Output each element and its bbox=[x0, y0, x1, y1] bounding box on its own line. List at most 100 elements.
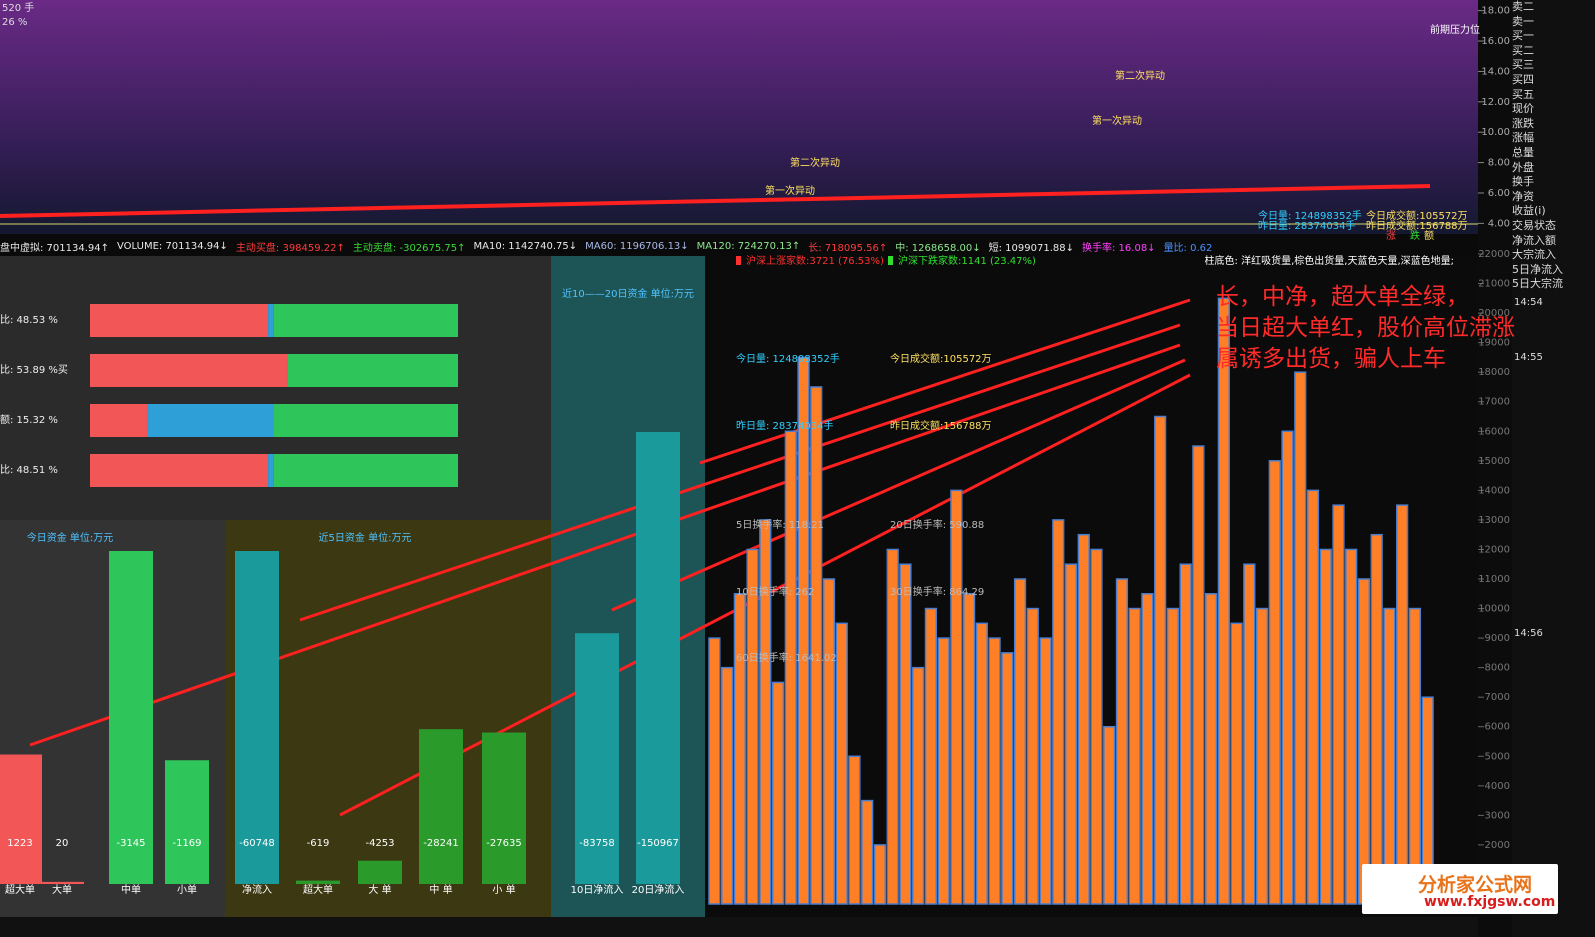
ratio-segment bbox=[147, 404, 274, 437]
volume-bar bbox=[886, 548, 899, 905]
price-tick-label: 8.00 bbox=[1488, 158, 1510, 169]
volume-bar bbox=[1115, 578, 1129, 905]
status-item: 量比: 0.62 bbox=[1163, 242, 1213, 254]
volume-bar bbox=[1090, 548, 1103, 905]
volume-tick-label: 20000 bbox=[1478, 308, 1510, 319]
volume-bar bbox=[1013, 578, 1027, 905]
ratio-segment bbox=[274, 404, 458, 437]
legend-swatch bbox=[736, 256, 741, 265]
volume-tick-label: 2000 bbox=[1485, 840, 1510, 851]
volume-text: 今日量: 124898352手 bbox=[736, 352, 840, 365]
fund-category: 大 单 bbox=[368, 883, 391, 896]
ratio-segment bbox=[273, 454, 458, 487]
fund-category: 10日净流入 bbox=[571, 883, 624, 896]
fund-value: -27635 bbox=[486, 838, 521, 849]
price-panel bbox=[0, 0, 1478, 234]
arrow bbox=[299, 323, 1181, 622]
volume-bar bbox=[912, 666, 925, 905]
volume-text: 20日换手率: 590.88 bbox=[890, 518, 984, 531]
time-label: 14:55 bbox=[1514, 352, 1543, 363]
ratio-segment bbox=[268, 304, 274, 337]
price-tick-label: 12.00 bbox=[1481, 97, 1510, 108]
volume-bar bbox=[988, 637, 1001, 905]
sidebar-label: 大宗流入 bbox=[1512, 248, 1556, 262]
volume-bar bbox=[1204, 593, 1218, 905]
annotation-line: 属诱多出货，骗人上车 bbox=[1216, 346, 1446, 372]
volume-bar bbox=[1345, 548, 1358, 905]
price-annotation: 第二次异动 bbox=[1115, 69, 1165, 82]
ratio-label: 比: 48.51 % bbox=[0, 464, 58, 476]
sidebar-bg bbox=[1512, 0, 1595, 937]
sidebar-label: 买四 bbox=[1512, 72, 1534, 86]
sidebar-label: 买三 bbox=[1512, 58, 1534, 72]
volume-text: 30日换手率: 864.29 bbox=[890, 585, 984, 598]
sidebar-label: 交易状态 bbox=[1512, 218, 1556, 232]
volume-bar bbox=[1294, 371, 1307, 905]
volume-bar bbox=[1217, 297, 1230, 905]
price-annotation: 额 bbox=[1424, 229, 1434, 242]
sidebar-label: 收益(i) bbox=[1512, 204, 1546, 218]
price-annotation: 涨 bbox=[1386, 230, 1396, 242]
volume-bar bbox=[1332, 504, 1345, 905]
fund-title: 今日资金 单位:万元 bbox=[27, 531, 114, 544]
volume-tick-label: 9000 bbox=[1485, 633, 1510, 644]
legend-label: 沪深上涨家数:3721 (76.53%) bbox=[746, 254, 884, 267]
status-item: 长: 718095.56↑ bbox=[808, 242, 888, 254]
price-annotation: 跌 bbox=[1410, 229, 1420, 242]
ratio-label: 额: 15.32 % bbox=[0, 413, 58, 426]
sidebar-label: 外盘 bbox=[1512, 160, 1534, 174]
volume-bar bbox=[962, 593, 976, 905]
volume-bar bbox=[1268, 460, 1281, 905]
volume-bar bbox=[975, 622, 988, 905]
fund-bar bbox=[636, 432, 680, 884]
annotation-line: 当日超大单红，股价高位滞涨 bbox=[1216, 315, 1515, 341]
logo-name: 分析家公式网 bbox=[1418, 874, 1533, 896]
volume-bar bbox=[950, 489, 963, 905]
volume-bar bbox=[1052, 519, 1065, 905]
status-item: 主动卖盘: -302675.75↑ bbox=[352, 242, 466, 254]
volume-tick-label: 21000 bbox=[1478, 279, 1510, 290]
price-annotation: 昨日量: 28374034手 bbox=[1258, 219, 1355, 232]
ratio-segment bbox=[273, 304, 458, 337]
status-item: 中: 1268658.00↓ bbox=[895, 242, 981, 254]
volume-text: 5日换手率: 118.21 bbox=[736, 518, 824, 531]
time-label: 14:54 bbox=[1514, 297, 1543, 308]
volume-bar bbox=[861, 799, 874, 905]
volume-bar bbox=[899, 563, 912, 905]
volume-tick-label: 17000 bbox=[1478, 397, 1510, 408]
volume-bar bbox=[1103, 725, 1116, 905]
volume-text: 今日成交额:105572万 bbox=[890, 352, 992, 365]
volume-bar bbox=[784, 430, 797, 905]
status-item: MA10: 1142740.75↓ bbox=[473, 240, 578, 252]
ratio-segment bbox=[90, 304, 269, 337]
annotation-line: 长，中净，超大单全绿， bbox=[1216, 284, 1469, 310]
status-item: 盘中虚拟: 701134.94↑ bbox=[0, 242, 110, 254]
volume-bar bbox=[937, 637, 950, 905]
ratio-label: 比: 48.53 % bbox=[0, 314, 58, 326]
legend-label: 沪深下跌家数:1141 (23.47%) bbox=[898, 254, 1036, 267]
sidebar: 卖二 卖一 买一 买二 买三 买四 买五 现价 涨跌 涨幅 总量 外盘 换手 净资 收益(i) 交易状态 净流入… bbox=[1512, 0, 1595, 300]
volume-bar bbox=[810, 386, 823, 905]
fund-bar bbox=[0, 754, 42, 884]
volume-tick-label: 19000 bbox=[1478, 338, 1510, 349]
volume-tick-label: 8000 bbox=[1485, 663, 1510, 674]
volume-bar bbox=[1026, 607, 1039, 905]
sidebar-label: 净资 bbox=[1512, 189, 1534, 203]
fund-bar bbox=[482, 732, 526, 884]
sidebar-label: 卖二 bbox=[1512, 0, 1534, 13]
ratio-segment bbox=[90, 354, 288, 387]
volume-bar bbox=[1357, 578, 1371, 905]
volume-bar bbox=[873, 844, 887, 905]
logo-url: www.fxjgsw.com bbox=[1424, 894, 1556, 910]
fund-value: -619 bbox=[307, 838, 330, 849]
fund-title: 近5日资金 单位:万元 bbox=[319, 531, 412, 544]
status-item: 主动买盘: 398459.22↑ bbox=[235, 242, 345, 254]
fund-value: -1169 bbox=[172, 838, 201, 849]
fund-value: -83758 bbox=[579, 838, 614, 849]
status-bg bbox=[0, 234, 1478, 256]
fund-category: 小单 bbox=[177, 884, 197, 896]
price-tick-label: 16.00 bbox=[1481, 36, 1510, 47]
fund-value: -4253 bbox=[365, 838, 394, 849]
volume-bar bbox=[1306, 489, 1320, 905]
